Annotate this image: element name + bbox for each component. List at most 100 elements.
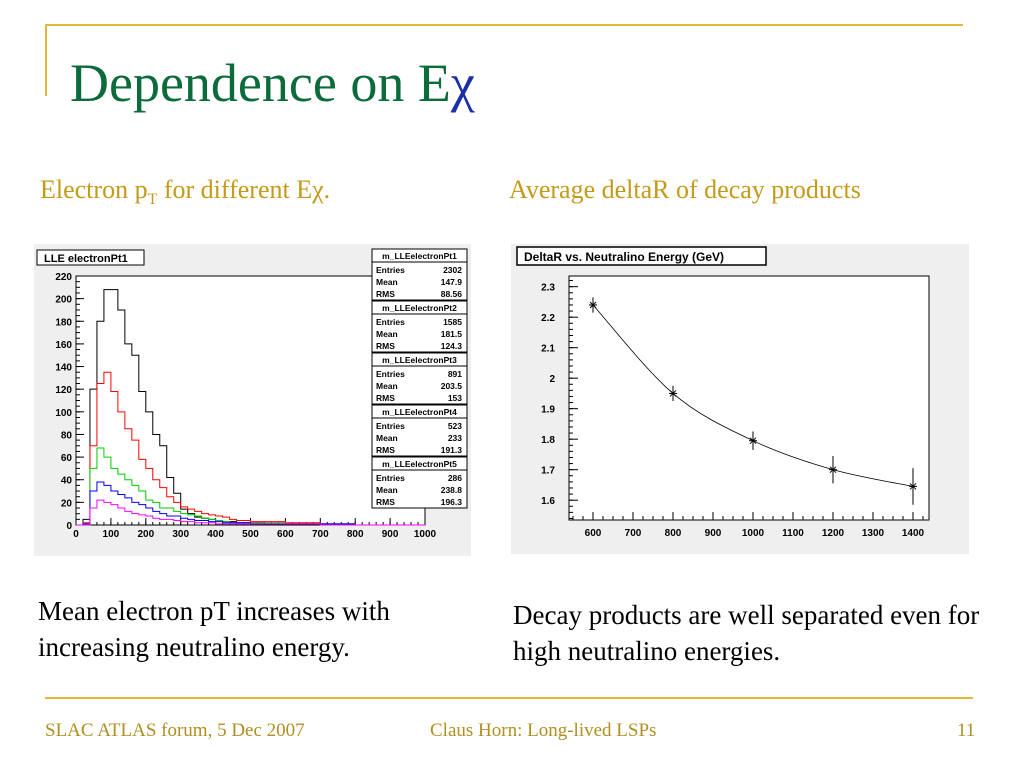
bottom-rule bbox=[45, 697, 973, 699]
dr-frame bbox=[568, 275, 930, 521]
x-tick-label: 600 bbox=[277, 529, 294, 540]
y-tick-label: 1.9 bbox=[541, 405, 555, 416]
x-tick-label: 200 bbox=[137, 529, 154, 540]
stats-label: Entries bbox=[376, 317, 405, 327]
stats-label: RMS bbox=[376, 341, 395, 351]
page-number: 11 bbox=[957, 720, 976, 741]
x-tick-label: 500 bbox=[242, 529, 259, 540]
stats-name: m_LLEelectronPt3 bbox=[382, 355, 457, 365]
dr-title-box bbox=[516, 246, 767, 266]
stats-label: RMS bbox=[376, 497, 395, 507]
hist-title: LLE electronPt1 bbox=[44, 253, 128, 265]
data-point-marker bbox=[669, 390, 677, 397]
data-point-marker bbox=[829, 466, 837, 474]
stats-label: Mean bbox=[376, 277, 398, 287]
data-point-marker bbox=[749, 437, 757, 445]
stats-value: 238.8 bbox=[441, 485, 463, 495]
x-tick-label: 800 bbox=[665, 528, 682, 539]
hist-title-box bbox=[36, 249, 145, 266]
x-tick-label: 300 bbox=[172, 529, 189, 540]
stats-value: 203.5 bbox=[441, 381, 463, 391]
left-body: Mean electron pT increases with increasi… bbox=[38, 596, 390, 662]
y-tick-label: 2.3 bbox=[541, 283, 555, 294]
stats-box bbox=[371, 300, 468, 353]
x-tick-label: 1400 bbox=[902, 528, 925, 539]
stats-name: m_LLEelectronPt4 bbox=[382, 407, 457, 417]
left-caption-post: for different Eχ. bbox=[157, 175, 331, 204]
stats-label: Entries bbox=[376, 473, 405, 483]
x-tick-label: 100 bbox=[103, 529, 120, 540]
hist-series-line bbox=[76, 499, 425, 526]
stats-value: 191.3 bbox=[441, 445, 463, 455]
y-tick-label: 2 bbox=[549, 374, 555, 385]
y-tick-label: 0 bbox=[66, 521, 72, 532]
stats-label: Mean bbox=[376, 433, 398, 443]
y-tick-label: 40 bbox=[61, 476, 73, 487]
left-caption: Electron pT for different Eχ. bbox=[40, 175, 330, 209]
stats-value: 891 bbox=[448, 369, 462, 379]
stats-label: Entries bbox=[376, 265, 405, 275]
left-caption-sub: T bbox=[147, 191, 158, 209]
stats-label: RMS bbox=[376, 445, 395, 455]
y-tick-label: 120 bbox=[55, 385, 72, 396]
y-tick-label: 1.6 bbox=[541, 496, 555, 507]
data-point-marker bbox=[909, 483, 917, 490]
y-tick-label: 20 bbox=[61, 498, 73, 509]
stats-value: 153 bbox=[448, 393, 462, 403]
x-tick-label: 1200 bbox=[822, 528, 845, 539]
stats-name: m_LLEelectronPt1 bbox=[382, 251, 457, 261]
x-tick-label: 800 bbox=[347, 529, 364, 540]
footer-left: SLAC ATLAS forum, 5 Dec 2007 bbox=[45, 720, 305, 741]
stats-label: Mean bbox=[376, 381, 398, 391]
x-tick-label: 600 bbox=[585, 528, 602, 539]
y-tick-label: 2.2 bbox=[541, 313, 555, 324]
stats-box bbox=[371, 404, 468, 457]
y-tick-label: 160 bbox=[55, 340, 72, 351]
stats-value: 1585 bbox=[443, 317, 462, 327]
y-tick-label: 220 bbox=[55, 272, 72, 283]
slide-title: Dependence on Eχ bbox=[70, 52, 475, 114]
x-tick-label: 1000 bbox=[742, 528, 765, 539]
stats-value: 181.5 bbox=[441, 329, 463, 339]
stats-label: RMS bbox=[376, 393, 395, 403]
y-tick-label: 180 bbox=[55, 317, 72, 328]
x-tick-label: 1300 bbox=[862, 528, 885, 539]
y-tick-label: 60 bbox=[61, 453, 73, 464]
stats-value: 523 bbox=[448, 421, 462, 431]
x-tick-label: 700 bbox=[312, 529, 329, 540]
y-tick-label: 80 bbox=[61, 430, 73, 441]
stats-value: 88.56 bbox=[441, 289, 463, 299]
right-caption: Average deltaR of decay products bbox=[509, 175, 861, 204]
y-tick-label: 2.1 bbox=[541, 344, 555, 355]
stats-label: Mean bbox=[376, 329, 398, 339]
y-tick-label: 1.7 bbox=[541, 466, 555, 477]
dr-title: DeltaR vs. Neutralino Energy (GeV) bbox=[524, 250, 724, 264]
stats-value: 286 bbox=[448, 473, 462, 483]
footer-center: Claus Horn: Long-lived LSPs bbox=[430, 720, 657, 741]
stats-value: 2302 bbox=[443, 265, 462, 275]
stats-value: 196.3 bbox=[441, 497, 463, 507]
x-tick-label: 1100 bbox=[782, 528, 804, 539]
data-point-marker bbox=[589, 301, 597, 309]
left-rule bbox=[45, 24, 47, 96]
hist-series-line bbox=[76, 371, 425, 526]
x-tick-label: 700 bbox=[625, 528, 642, 539]
y-tick-label: 1.8 bbox=[541, 435, 555, 446]
x-tick-label: 1000 bbox=[414, 529, 437, 540]
deltar-chart: DeltaR vs. Neutralino Energy (GeV) 600 70… bbox=[511, 244, 969, 554]
stats-name: m_LLEelectronPt5 bbox=[382, 459, 457, 469]
stats-box bbox=[371, 456, 468, 509]
title-text: Dependence on E bbox=[70, 53, 451, 113]
stats-label: RMS bbox=[376, 289, 395, 299]
y-tick-label: 200 bbox=[55, 295, 72, 306]
stats-label: Entries bbox=[376, 421, 405, 431]
top-rule bbox=[45, 24, 963, 26]
x-tick-label: 400 bbox=[207, 529, 224, 540]
stats-value: 124.3 bbox=[441, 341, 463, 351]
hist-series-line bbox=[76, 481, 425, 526]
stats-name: m_LLEelectronPt2 bbox=[382, 303, 457, 313]
x-tick-label: 0 bbox=[73, 529, 79, 540]
x-tick-label: 900 bbox=[382, 529, 399, 540]
stats-value: 147.9 bbox=[441, 277, 463, 287]
electron-pt-histogram: LLE electronPt1 0 100 200 300 400 500 600 700 80… bbox=[34, 244, 471, 556]
